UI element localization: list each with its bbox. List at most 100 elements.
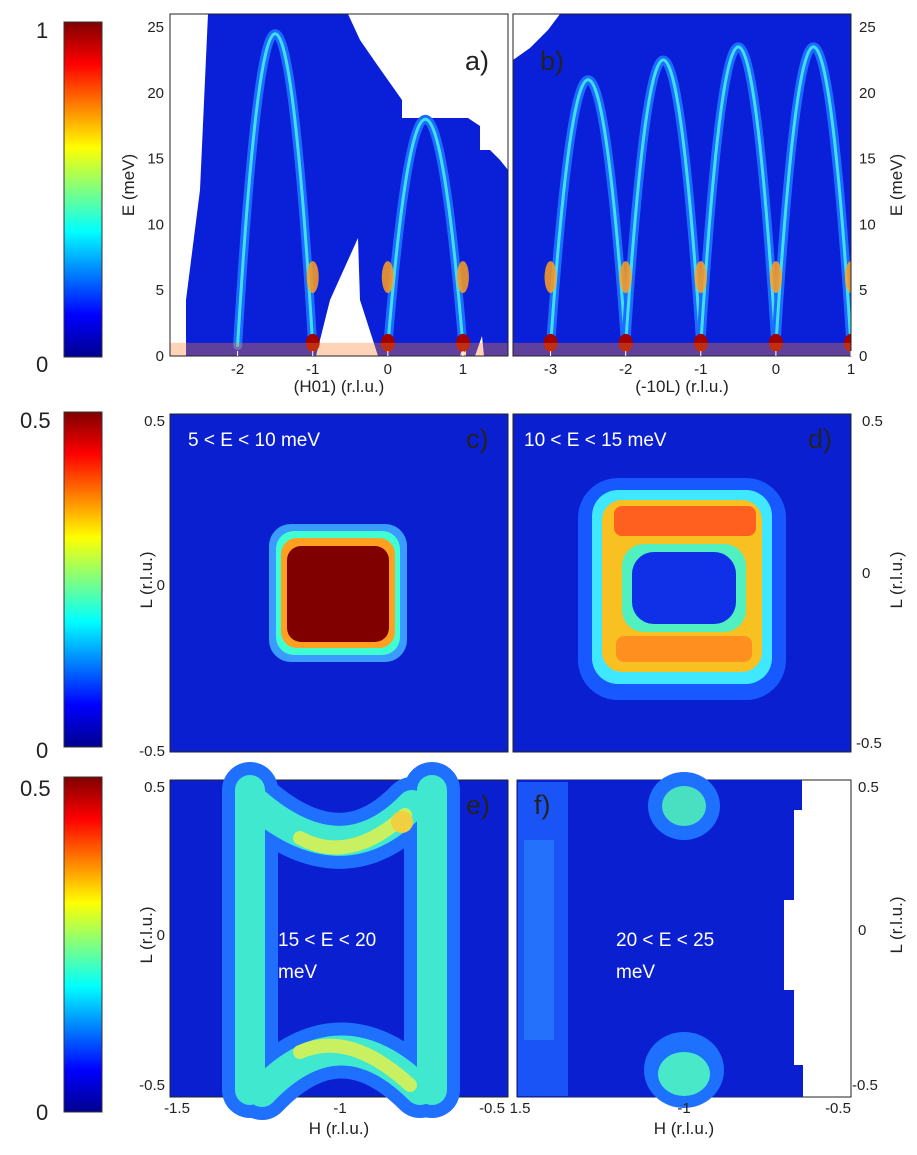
colorbar-1	[63, 21, 103, 358]
colorbar-2-min-label: 0	[36, 738, 48, 763]
panel-a-label: a)	[465, 46, 489, 76]
panel-f-label: f)	[534, 790, 551, 820]
a-branch-1	[386, 117, 465, 347]
panel-f-xlabel: H (r.l.u.)	[654, 1119, 714, 1138]
b-zone-center-intensity-0	[544, 261, 557, 294]
a-ytick-0: 0	[156, 348, 164, 365]
panel-f-xtick-2: -1	[677, 1100, 690, 1117]
panel-f-feature-band-core	[524, 840, 554, 1040]
a-elastic-spot-2	[455, 333, 470, 352]
panel-c-ytick-bottom: -0.5	[139, 743, 165, 760]
panel-e: 15 < E < 20 meV e) 0.5 0 -0.5 -1.5 -1 -0…	[137, 762, 509, 1138]
panel-b-dispersion-curves	[546, 42, 851, 350]
panel-e-energy-label-line1: 15 < E < 20	[278, 930, 376, 951]
panel-a-xticks: -2 -1 0 1	[231, 351, 467, 378]
panel-e-energy-label-line2: meV	[278, 962, 317, 983]
panel-e-feature-band	[234, 775, 448, 1107]
panel-e-xtick-1: -1.5	[164, 1100, 190, 1117]
b-xtick-3: 0	[772, 361, 780, 378]
panel-f-feature-top-spot	[662, 786, 706, 826]
panel-a-coverage	[186, 14, 508, 356]
panel-e-ylabel: L (r.l.u.)	[137, 907, 156, 964]
panel-d-energy-label: 10 < E < 15 meV	[524, 430, 667, 451]
panel-a: 0 5 10 15 20 25 -2 -1 0 1 (H01) (r.l.u.) E (meV)…	[119, 13, 509, 396]
panel-c-feature-core	[287, 546, 389, 642]
b-zone-center-intensity-4	[845, 261, 851, 294]
panel-b-elastic-spots	[513, 261, 851, 356]
panel-b-ylabel: E (meV)	[887, 154, 906, 216]
panel-c-ytick-top: 0.5	[144, 413, 165, 430]
b-zone-center-intensity-3	[769, 261, 782, 294]
panel-e-ytick-bottom: -0.5	[139, 1077, 165, 1094]
b-xtick-2: -1	[694, 361, 707, 378]
panel-b-label: b)	[540, 46, 564, 76]
a-ytick-1: 5	[156, 282, 164, 299]
panel-f-coverage	[517, 780, 803, 1097]
b-xtick-1: -2	[619, 361, 632, 378]
panel-f-energy-label-line2: meV	[616, 962, 655, 983]
panel-b-xticks: -3 -2 -1 0 1	[544, 351, 855, 378]
panel-f-feature-bottom-spot	[658, 1052, 710, 1096]
b-zone-center-intensity-1	[619, 261, 632, 294]
panel-c-energy-label: 5 < E < 10 meV	[188, 430, 320, 451]
panel-c-ylabel: L (r.l.u.)	[137, 552, 156, 609]
panel-a-ylabel: E (meV)	[119, 154, 138, 216]
panel-b-xlabel: (-10L) (r.l.u.)	[635, 377, 729, 396]
panel-d-feature-hot-bottom	[616, 636, 752, 662]
panel-f-ylabel: L (r.l.u.)	[887, 897, 906, 954]
a-elastic-line	[170, 342, 508, 356]
panel-d-ytick-top: 0.5	[862, 413, 883, 430]
a-xtick-0: -2	[231, 361, 244, 378]
b-elastic-spot-2	[693, 333, 708, 352]
a-zone-center-intensity-1	[381, 261, 394, 294]
panel-a-yticks: 0 5 10 15 20 25	[147, 19, 164, 365]
panel-f-xtick-3: -0.5	[825, 1100, 851, 1117]
panel-d-label: d)	[808, 424, 832, 454]
a-ytick-2: 10	[147, 216, 164, 233]
b-branch-0	[549, 78, 628, 347]
panel-d-ytick-mid: 0	[862, 565, 870, 582]
colorbar-1-max-label: 1	[36, 18, 48, 43]
b-xtick-0: -3	[544, 361, 557, 378]
a-ytick-5: 25	[147, 19, 164, 36]
b-xtick-4: 1	[847, 361, 855, 378]
a-elastic-spot-0	[305, 333, 320, 352]
b-ytick-5: 25	[859, 19, 876, 36]
panel-a-dispersion-curves	[233, 29, 468, 350]
panel-f-ytick-top: 0.5	[858, 779, 879, 796]
panel-d-ylabel: L (r.l.u.)	[887, 552, 906, 609]
a-branch-0	[236, 32, 315, 347]
panel-e-label: e)	[466, 790, 490, 820]
b-ytick-3: 15	[859, 151, 876, 168]
a-xtick-3: 1	[459, 361, 467, 378]
a-xtick-2: 0	[384, 361, 392, 378]
panel-d-ytick-bottom: -0.5	[856, 735, 882, 752]
panel-d: 10 < E < 15 meV d) 0.5 0 -0.5 L (r.l.u.)	[512, 413, 906, 753]
panel-a-elastic-spots	[170, 261, 508, 356]
colorbar-3-min-label: 0	[36, 1100, 48, 1125]
b-elastic-spot-0	[543, 333, 558, 352]
panel-e-ytick-top: 0.5	[144, 779, 165, 796]
panel-e-ytick-mid: 0	[157, 927, 165, 944]
a-zone-center-intensity-0	[306, 261, 319, 294]
b-branch-2	[699, 45, 778, 347]
panel-f-energy-label-line1: 20 < E < 25	[616, 930, 714, 951]
b-ytick-0: 0	[859, 348, 867, 365]
panel-f-ytick-mid: 0	[858, 922, 866, 939]
colorbar-3-max-label: 0.5	[20, 776, 51, 801]
panel-e-xtick-2: -1	[333, 1100, 346, 1117]
panel-d-feature-hole	[632, 552, 736, 624]
colorbar-2	[63, 411, 103, 748]
panel-c-ytick-mid: 0	[157, 577, 165, 594]
panel-f-xtick-1: 1.5	[510, 1100, 531, 1117]
b-branch-3	[774, 45, 851, 347]
b-branch-1	[624, 58, 703, 347]
b-elastic-spot-4	[844, 333, 851, 352]
a-zone-center-intensity-2	[456, 261, 469, 294]
panel-f: 20 < E < 25 meV f) 0.5 0 -0.5 1.5 -1 -0.…	[510, 772, 906, 1138]
a-xtick-1: -1	[306, 361, 319, 378]
b-elastic-spot-3	[768, 333, 783, 352]
panel-f-ytick-bottom: -0.5	[852, 1077, 878, 1094]
